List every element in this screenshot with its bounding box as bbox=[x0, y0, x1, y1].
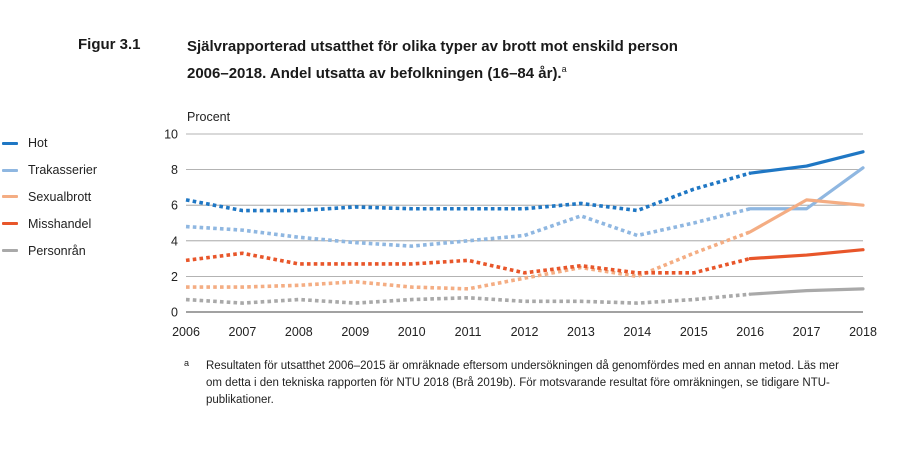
x-tick-label: 2013 bbox=[567, 325, 595, 339]
legend-label: Hot bbox=[28, 136, 48, 151]
chart-grid bbox=[186, 133, 863, 313]
legend-swatch bbox=[2, 195, 18, 199]
legend-item: Personrån bbox=[0, 237, 97, 264]
y-axis-ticks: 0 2 4 6 8 10 bbox=[164, 128, 178, 320]
y-tick-label: 2 bbox=[171, 270, 178, 284]
legend-item: Misshandel bbox=[0, 210, 97, 237]
legend-label: Sexualbrott bbox=[28, 189, 92, 204]
footnote-text: Resultaten för utsatthet 2006–2015 är om… bbox=[206, 360, 839, 406]
y-tick-label: 4 bbox=[171, 234, 178, 248]
y-axis-label: Procent bbox=[187, 110, 231, 124]
x-tick-label: 2006 bbox=[172, 325, 200, 339]
legend-item: Hot bbox=[0, 130, 97, 157]
legend-swatch bbox=[2, 249, 18, 253]
y-tick-label: 10 bbox=[164, 128, 178, 142]
footnote: a Resultaten för utsatthet 2006–2015 är … bbox=[184, 358, 844, 409]
figure-title-line1: Självrapporterad utsatthet för olika typ… bbox=[187, 38, 678, 55]
x-tick-label: 2007 bbox=[229, 325, 257, 339]
legend-label: Misshandel bbox=[28, 216, 92, 231]
figure-label: Figur 3.1 bbox=[78, 36, 141, 53]
x-axis-ticks: 2006 2007 2008 2009 2010 2011 2012 2013 2014 2015… bbox=[172, 325, 877, 339]
figure-title-footnote-mark: a bbox=[561, 64, 567, 74]
x-tick-label: 2010 bbox=[398, 325, 426, 339]
series-line-solid-4 bbox=[748, 287, 865, 296]
legend-swatch bbox=[2, 168, 18, 172]
footnote-mark: a bbox=[184, 358, 190, 368]
chart-legend: Hot Trakasserier Sexualbrott Misshandel Pers… bbox=[0, 130, 97, 264]
legend-label: Personrån bbox=[28, 243, 86, 258]
legend-item: Sexualbrott bbox=[0, 184, 97, 211]
y-tick-label: 8 bbox=[171, 163, 178, 177]
legend-label: Trakasserier bbox=[28, 163, 97, 178]
series-line-solid-1 bbox=[748, 166, 865, 211]
x-tick-label: 2015 bbox=[680, 325, 708, 339]
legend-swatch bbox=[2, 222, 18, 226]
series-line-solid-0 bbox=[748, 150, 865, 175]
x-tick-label: 2016 bbox=[736, 325, 764, 339]
x-tick-label: 2012 bbox=[511, 325, 539, 339]
legend-swatch bbox=[2, 141, 18, 145]
legend-item: Trakasserier bbox=[0, 157, 97, 184]
series-line-solid-3 bbox=[748, 248, 865, 261]
chart-series bbox=[185, 150, 865, 305]
figure-title: Självrapporterad utsatthet för olika typ… bbox=[187, 36, 827, 85]
series-line-dotted-1 bbox=[185, 207, 751, 248]
x-tick-label: 2018 bbox=[849, 325, 877, 339]
y-tick-label: 6 bbox=[171, 199, 178, 213]
line-chart: Procent 0 2 4 6 8 10 2006 2007 2008 2009 2010 2011… bbox=[164, 110, 877, 339]
y-tick-label: 0 bbox=[171, 306, 178, 320]
x-tick-label: 2008 bbox=[285, 325, 313, 339]
series-line-solid-2 bbox=[748, 198, 865, 234]
figure-title-line2: 2006–2018. Andel utsatta av befolkningen… bbox=[187, 65, 562, 82]
x-tick-label: 2011 bbox=[455, 325, 482, 339]
x-tick-label: 2014 bbox=[623, 325, 651, 339]
x-tick-label: 2017 bbox=[793, 325, 821, 339]
x-tick-label: 2009 bbox=[341, 325, 369, 339]
series-line-dotted-4 bbox=[185, 292, 751, 305]
